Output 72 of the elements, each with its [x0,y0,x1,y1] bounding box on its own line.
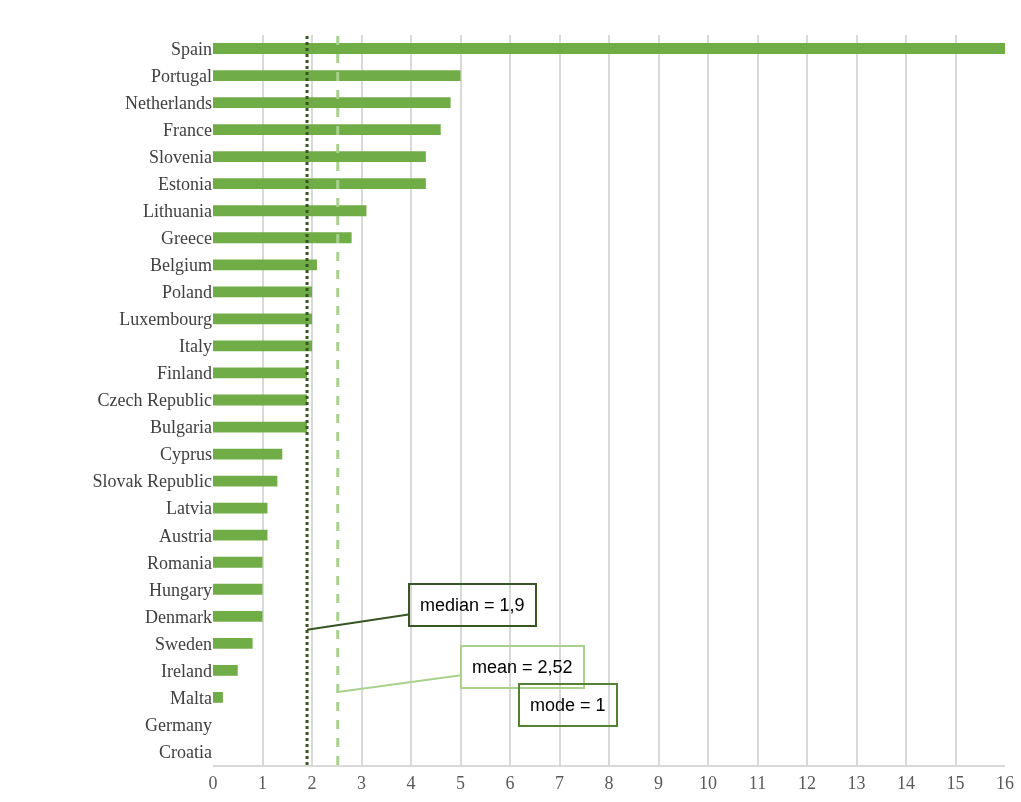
y-tick-label: Austria [159,525,212,546]
x-tick-label: 12 [798,772,816,793]
y-tick-label: Cyprus [159,444,212,465]
bar [213,692,223,703]
x-tick-label: 14 [897,772,915,793]
y-tick-label: Netherlands [125,92,212,113]
ref-line-label: median = 1,9 [420,595,525,615]
x-tick-label: 4 [406,772,416,793]
y-tick-label: Hungary [149,579,212,600]
x-tick-label: 1 [258,772,267,793]
bar [213,151,426,163]
y-tick-label: Sweden [155,633,212,654]
bar [213,97,451,108]
y-tick-label: Luxembourg [119,309,212,330]
x-tick-label: 6 [505,772,515,793]
x-tick-label: 5 [456,772,465,793]
x-tick-label: 11 [748,772,767,793]
y-tick-label: Croatia [159,741,213,762]
y-tick-label: Portugal [151,65,212,86]
y-tick-label: Greece [161,228,213,249]
y-tick-label: Czech Republic [97,390,212,411]
bar [213,286,312,298]
bar [213,502,268,514]
y-tick-label: Latvia [166,498,212,519]
y-tick-label: Slovenia [149,146,212,167]
bar [213,70,461,81]
y-tick-label: Romania [147,552,212,573]
x-tick-label: 3 [357,772,366,793]
y-tick-label: Germany [145,714,212,735]
ref-line-label: mean = 2,52 [472,657,573,677]
y-tick-label: Bulgaria [150,417,213,438]
x-tick-label: 9 [654,772,663,793]
bar [213,637,253,649]
x-tick-label: 0 [208,772,218,793]
x-tick-label: 8 [604,772,614,793]
y-tick-label: Estonia [158,174,212,194]
bar [213,664,238,676]
bar [213,583,263,595]
x-tick-label: 7 [555,772,564,793]
bar [213,610,263,622]
bar [213,43,1005,54]
bar [213,367,308,379]
x-tick-label: 2 [307,772,317,793]
y-tick-label: Denmark [145,606,212,627]
bar [213,124,441,136]
annotation: mode = 1 [530,695,606,715]
x-tick-label: 15 [946,772,965,793]
y-tick-label: Italy [179,336,212,357]
bar [213,178,426,190]
x-tick-label: 13 [847,772,866,793]
bar [213,232,352,244]
y-tick-label: Malta [170,687,212,708]
y-tick-label: Finland [156,363,212,384]
bar [213,421,308,433]
y-tick-label: Lithuania [143,201,212,222]
x-tick-label: 16 [996,772,1014,793]
bar [213,475,278,487]
y-tick-label: Poland [161,282,212,303]
y-tick-label: Belgium [150,255,212,276]
bar [213,259,317,271]
bar [213,205,367,217]
x-tick-label: 10 [699,772,717,793]
bar [213,529,268,541]
bar [213,340,312,352]
bar [213,313,312,325]
bar [213,448,283,460]
y-tick-label: France [163,119,212,140]
y-tick-label: Slovak Republic [92,471,212,492]
bar [213,394,308,406]
bar [213,556,263,568]
y-tick-label: Spain [170,38,212,59]
y-tick-label: Ireland [161,660,212,681]
